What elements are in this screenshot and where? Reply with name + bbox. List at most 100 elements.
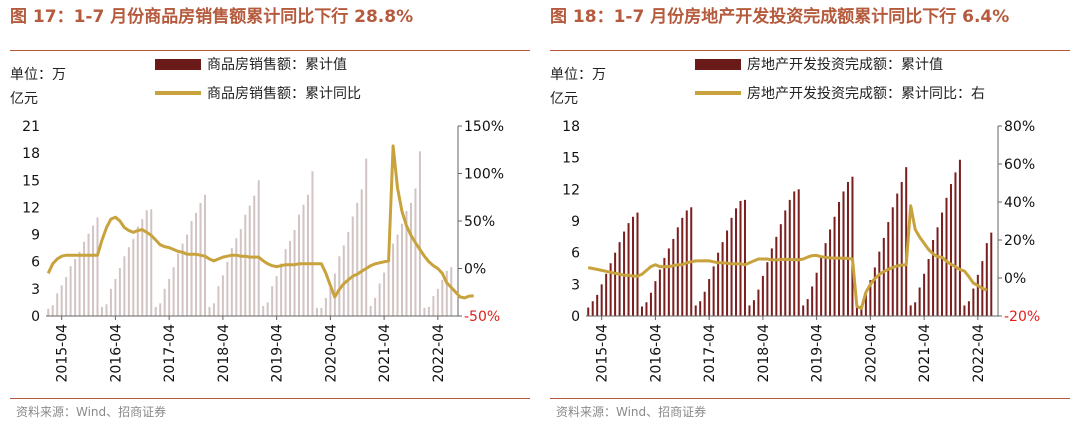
y-left-tick-label: 12 <box>22 200 40 216</box>
y-right-tick-label: 60% <box>1004 157 1035 173</box>
bar <box>864 292 867 316</box>
bar <box>860 305 863 316</box>
bar <box>360 189 363 316</box>
bar <box>450 267 453 316</box>
bar <box>721 242 724 316</box>
bar <box>766 262 769 316</box>
y-left-tick-label: 12 <box>562 182 580 198</box>
bar <box>320 307 323 316</box>
bar <box>154 306 157 316</box>
bar <box>248 205 251 316</box>
unit-label-line2: 亿元 <box>550 91 578 107</box>
bar <box>427 306 430 316</box>
bar <box>636 212 639 316</box>
y-left-tick-label: 15 <box>562 151 580 167</box>
title-divider <box>10 50 530 51</box>
bar <box>873 267 876 316</box>
bar <box>436 288 439 316</box>
bar <box>190 221 193 316</box>
bar <box>855 306 858 316</box>
y-right-tick-label: 80% <box>1004 119 1035 135</box>
y-right-tick-label: -50% <box>464 309 500 325</box>
x-tick-label: 2015-04 <box>595 324 611 383</box>
bar <box>293 230 296 316</box>
bar <box>699 301 702 316</box>
x-tick-label: 2016-04 <box>108 324 124 383</box>
x-tick-label: 2015-04 <box>55 324 71 383</box>
bar <box>195 212 198 316</box>
legend-label-line: 房地产开发投资完成额：累计同比：右 <box>747 86 985 102</box>
y-left-tick-label: 18 <box>22 146 40 162</box>
bar <box>797 189 800 316</box>
x-tick-label: 2018-04 <box>756 324 772 383</box>
bar <box>779 224 782 316</box>
bar <box>869 280 872 316</box>
bar <box>315 307 318 316</box>
bar <box>432 296 435 316</box>
bar <box>900 181 903 316</box>
bar <box>262 306 265 316</box>
bar <box>914 302 917 316</box>
bar <box>640 306 643 316</box>
bar <box>954 172 957 316</box>
chart-title-text: 1-7 月份房地产开发投资完成额累计同比下行 6.4% <box>613 7 1010 27</box>
bar <box>96 217 99 316</box>
bar <box>118 268 121 316</box>
unit-label-line1: 单位：万 <box>10 67 66 83</box>
chart-panel-investment: 图 18：1-7 月份房地产开发投资完成额累计同比下行 6.4% 单位：万 亿元 房… <box>550 0 1070 425</box>
bar <box>717 252 720 316</box>
bar <box>905 167 908 316</box>
bar <box>132 239 135 316</box>
chart-title: 图 17：1-7 月份商品房销售额累计同比下行 28.8% <box>10 6 530 28</box>
bar <box>65 277 68 316</box>
y-left-tick-label: 21 <box>22 119 40 135</box>
y-right-tick-label: 50% <box>464 214 495 230</box>
bar <box>672 238 675 316</box>
legend-swatch-bar <box>695 59 741 70</box>
bar <box>378 283 381 316</box>
bar <box>181 243 184 316</box>
bar <box>712 266 715 316</box>
series-line <box>46 144 474 300</box>
y-right-tick-label: 0% <box>1004 271 1026 287</box>
bar <box>56 293 59 316</box>
bar <box>932 240 935 316</box>
bar <box>918 287 921 316</box>
bar <box>244 214 247 316</box>
bar <box>356 202 359 316</box>
bar <box>784 210 787 316</box>
bar <box>109 288 112 316</box>
y-left-tick-label: 18 <box>562 119 580 135</box>
y-left-tick-label: 15 <box>22 173 40 189</box>
bar <box>923 273 926 316</box>
bar <box>51 305 54 316</box>
bar <box>815 272 818 316</box>
bar <box>833 216 836 316</box>
x-tick-label: 2019-04 <box>270 324 286 383</box>
source-divider <box>550 398 1070 399</box>
bar <box>168 278 171 316</box>
chart-panel-sales: 图 17：1-7 月份商品房销售额累计同比下行 28.8% 单位：万 亿元 商品房销… <box>10 0 530 425</box>
bar <box>280 263 283 316</box>
bar <box>374 297 377 316</box>
bar <box>409 202 412 316</box>
bar <box>927 259 930 316</box>
bar <box>114 278 117 316</box>
bar <box>177 253 180 316</box>
bar <box>418 151 421 316</box>
bar <box>212 303 215 316</box>
bar <box>445 270 448 316</box>
y-left-tick-label: 9 <box>571 214 580 230</box>
x-tick-label: 2019-04 <box>810 324 826 383</box>
bar <box>221 275 224 316</box>
legend-label-line: 商品房销售额：累计同比 <box>207 86 361 102</box>
bar <box>735 208 738 316</box>
bar <box>347 231 350 316</box>
y-right-tick-label: 100% <box>464 167 504 183</box>
bar <box>338 256 341 316</box>
bar <box>676 227 679 316</box>
bar <box>663 257 666 316</box>
bar <box>770 248 773 316</box>
bar <box>342 245 345 316</box>
